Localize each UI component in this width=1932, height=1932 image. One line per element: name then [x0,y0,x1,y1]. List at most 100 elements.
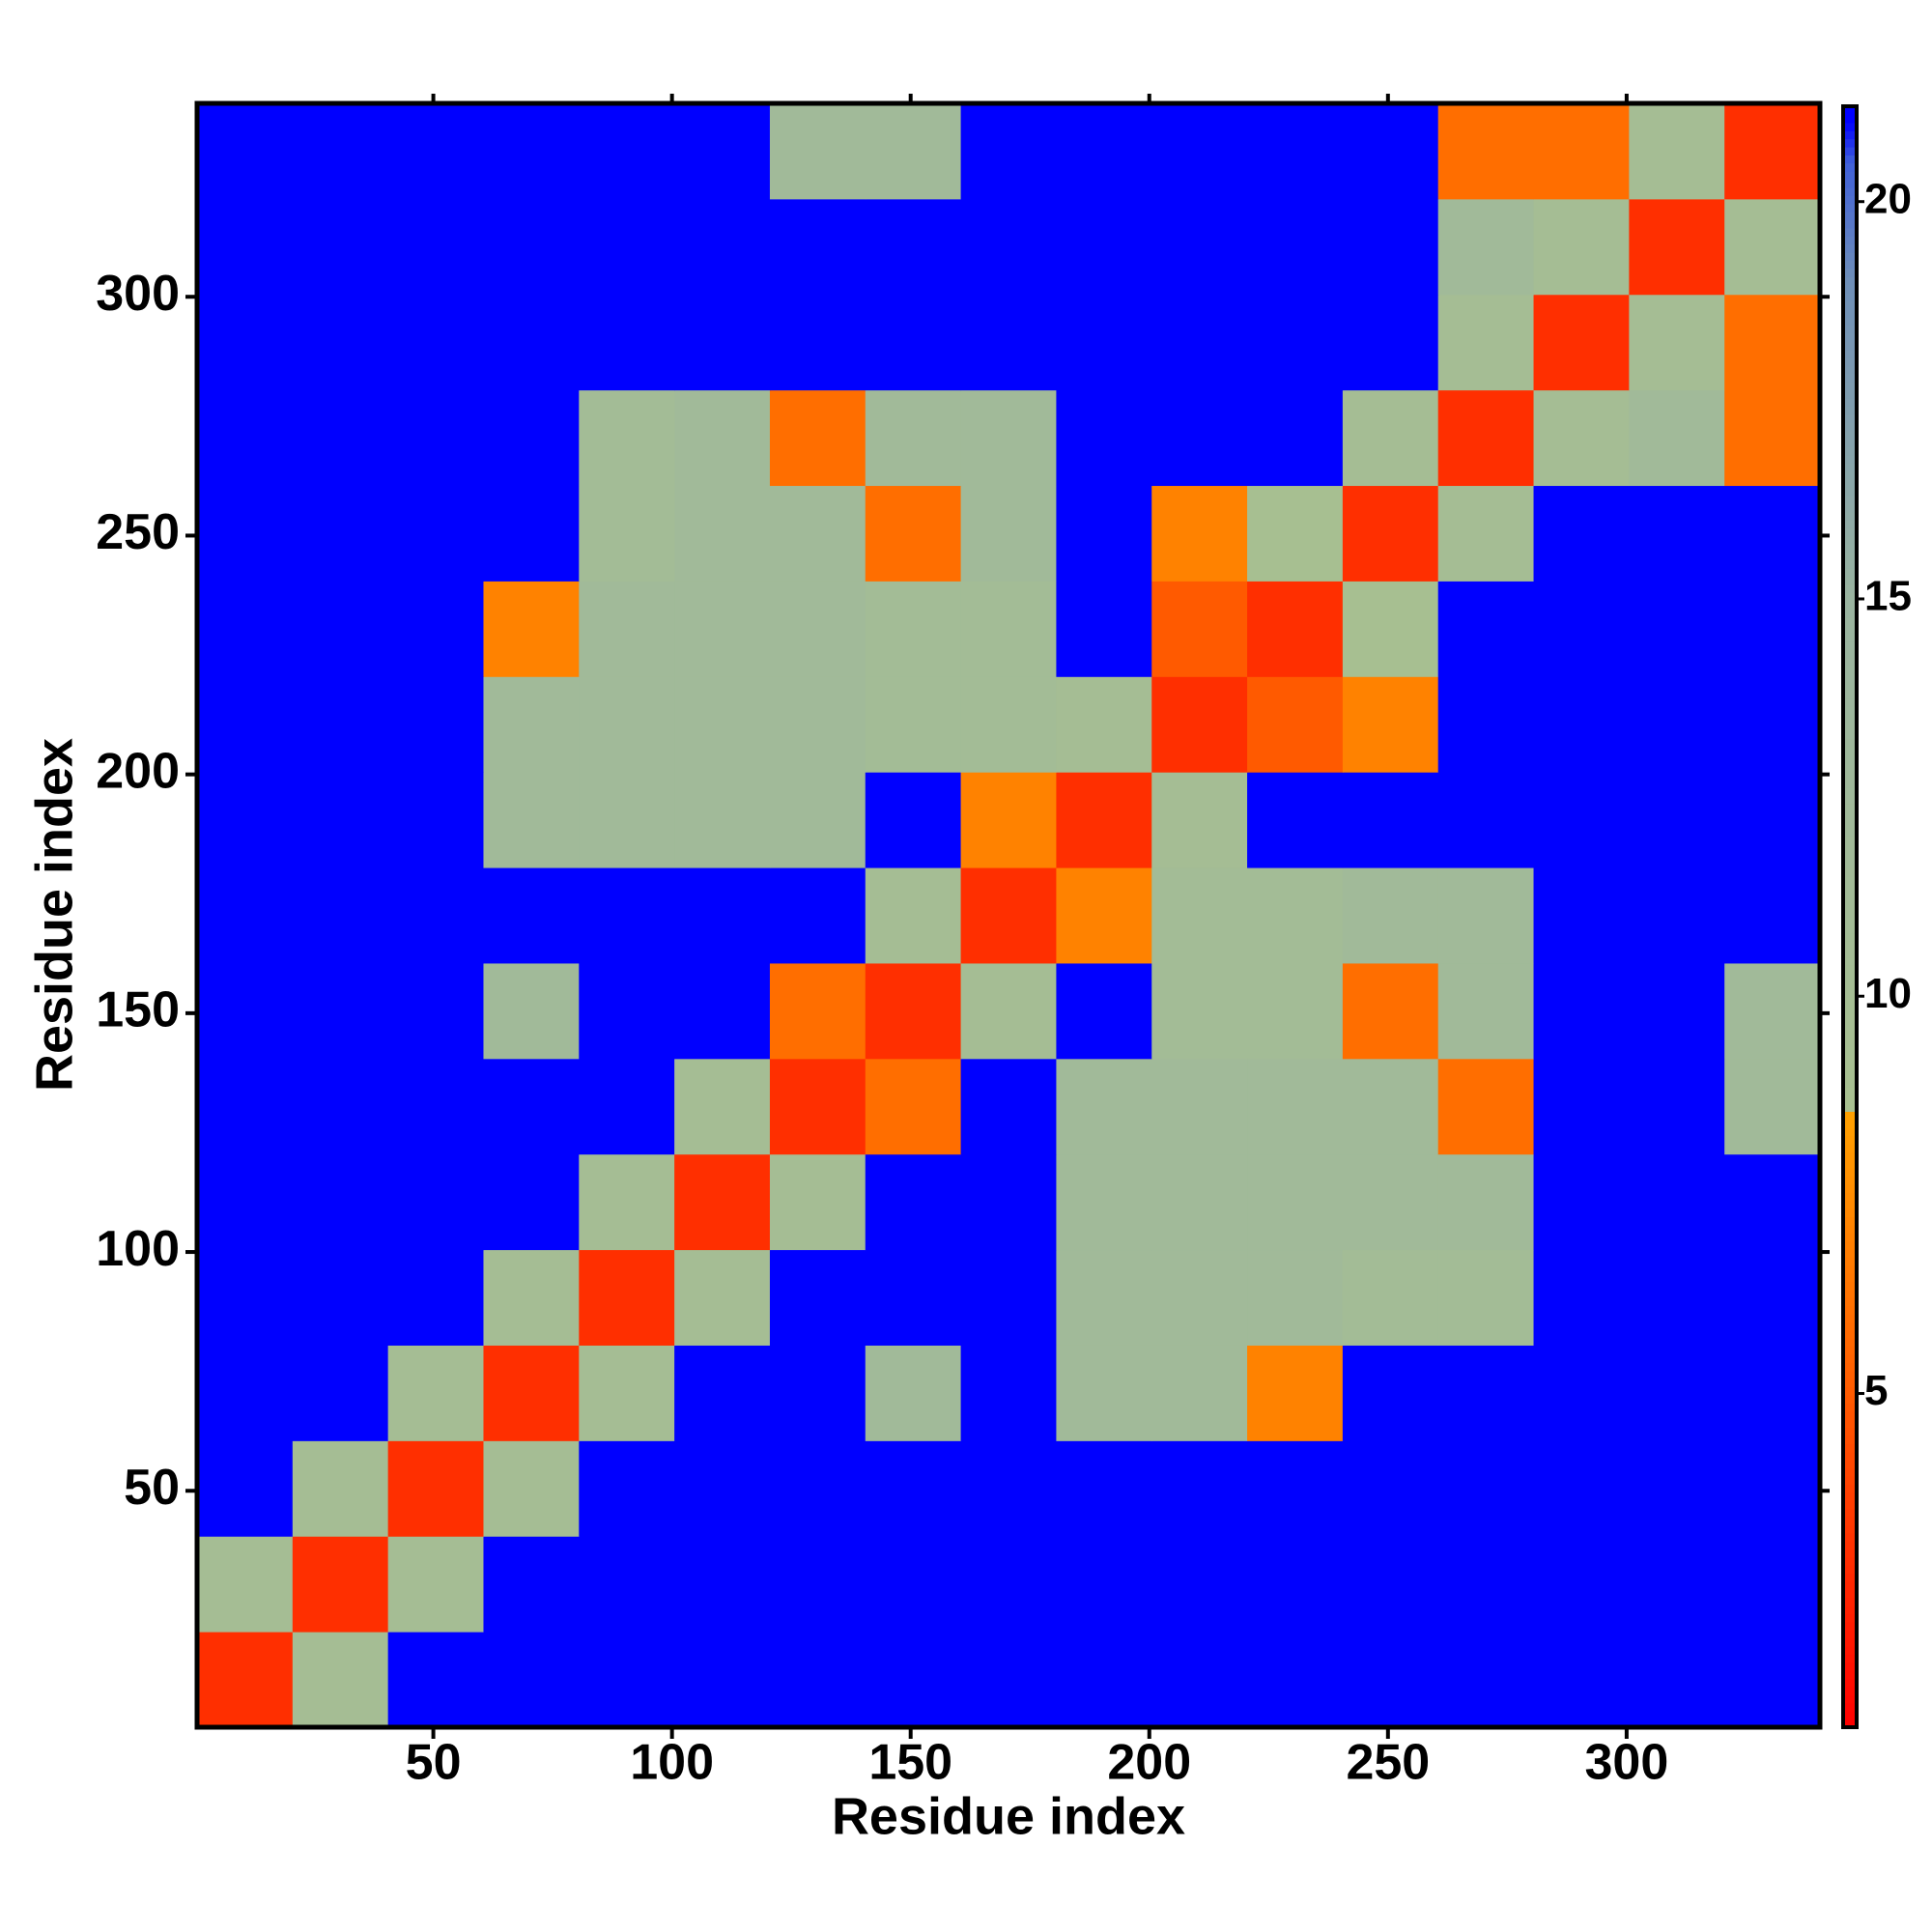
heatmap-cell [1342,581,1439,677]
heatmap-cell [674,772,771,868]
colorbar-slice [1843,430,1857,440]
heatmap-cell [1342,1058,1439,1155]
heatmap-cell [674,198,771,296]
colorbar-slice [1843,1403,1857,1412]
heatmap-cell [579,294,675,391]
colorbar-slice [1843,527,1857,537]
colorbar-slice [1843,349,1857,358]
heatmap-cell [960,1153,1057,1251]
colorbar-slice [1843,681,1857,691]
colorbar-slice [1843,1589,1857,1599]
heatmap-cell [865,389,962,487]
colorbar-slice [1843,722,1857,731]
heatmap-cell [483,1345,580,1441]
colorbar-slice [1843,1573,1857,1582]
heatmap-cell [1437,1345,1535,1441]
heatmap-cell [1533,1536,1630,1633]
heatmap-cell [292,1058,389,1155]
heatmap-cell [292,867,389,964]
heatmap-cell [1629,1345,1725,1441]
colorbar-slice [1843,1013,1857,1023]
heatmap-cell [1342,1440,1439,1537]
heatmap-cell [1056,1249,1152,1346]
colorbar-slice [1843,803,1857,812]
heatmap-cell [769,389,867,487]
heatmap-cell [483,1058,580,1155]
heatmap-cell [674,389,771,487]
colorbar-slice [1843,1508,1857,1518]
heatmap-cell [1629,389,1725,487]
heatmap-cell [1151,772,1248,868]
heatmap-cell [387,1632,484,1728]
colorbar-slice [1843,276,1857,286]
heatmap-cell [292,1632,389,1728]
heatmap-cell [1533,1345,1630,1441]
colorbar-slice [1843,487,1857,497]
colorbar-slice [1843,1329,1857,1339]
heatmap-cell [197,1345,294,1441]
colorbar-slice [1843,1022,1857,1032]
heatmap-cell [579,485,675,582]
colorbar-slice [1843,365,1857,375]
colorbar-slice [1843,212,1857,221]
heatmap-cell [1629,198,1725,296]
colorbar-slice [1843,738,1857,748]
y-tick-label: 200 [96,743,180,799]
colorbar-slice [1843,1168,1857,1178]
heatmap-cell [1533,962,1630,1060]
heatmap-cell [1724,103,1821,200]
heatmap-cell [1437,1632,1535,1728]
heatmap-cell [1629,1153,1725,1251]
colorbar-slice [1843,633,1857,642]
colorbar-slice [1843,1687,1857,1696]
colorbar-slice [1843,1605,1857,1615]
colorbar-slice [1843,1006,1857,1015]
colorbar-slice [1843,1670,1857,1680]
colorbar-slice [1843,478,1857,488]
colorbar-slice [1843,1151,1857,1161]
y-axis-label: Residue index [25,738,83,1092]
colorbar-slice [1843,860,1857,869]
colorbar-slice [1843,1580,1857,1590]
heatmap-cell [292,1249,389,1346]
heatmap-cell [1247,1058,1344,1155]
heatmap-cell [579,103,675,200]
heatmap-cell [1629,867,1725,964]
colorbar-slice [1843,690,1857,699]
colorbar-slice [1843,1078,1857,1088]
heatmap-cell [1247,1249,1344,1346]
heatmap-cell [674,103,771,200]
colorbar-slice [1843,1321,1857,1331]
heatmap-cell [1629,1632,1725,1728]
colorbar-slice [1843,924,1857,934]
heatmap-cell [1056,962,1152,1060]
heatmap-cell [1724,867,1821,964]
colorbar-slice [1843,406,1857,415]
colorbar-slice [1843,1037,1857,1047]
colorbar-slice [1843,973,1857,982]
colorbar-slice [1843,714,1857,724]
heatmap-cell [865,1249,962,1346]
heatmap-cell [1342,1536,1439,1633]
colorbar-slice [1843,1565,1857,1575]
heatmap-cell [1247,103,1344,200]
colorbar-slice [1843,552,1857,561]
colorbar-slice [1843,1378,1857,1388]
colorbar-slice [1843,252,1857,262]
heatmap-cell [769,867,867,964]
heatmap-cell [387,103,484,200]
heatmap-cell [387,485,484,582]
colorbar-tick-label: 20 [1864,175,1912,222]
heatmap-cell [197,867,294,964]
colorbar-slice [1843,997,1857,1007]
colorbar-slice [1843,1087,1857,1096]
heatmap-cell [1533,581,1630,677]
heatmap-cell [387,581,484,677]
heatmap-cell [1629,1536,1725,1633]
heatmap-cell [1056,1345,1152,1441]
heatmap-cell [960,1249,1057,1346]
colorbar-slice [1843,851,1857,861]
colorbar-slice [1843,325,1857,334]
colorbar-slice [1843,1386,1857,1396]
colorbar-slice [1843,1370,1857,1379]
